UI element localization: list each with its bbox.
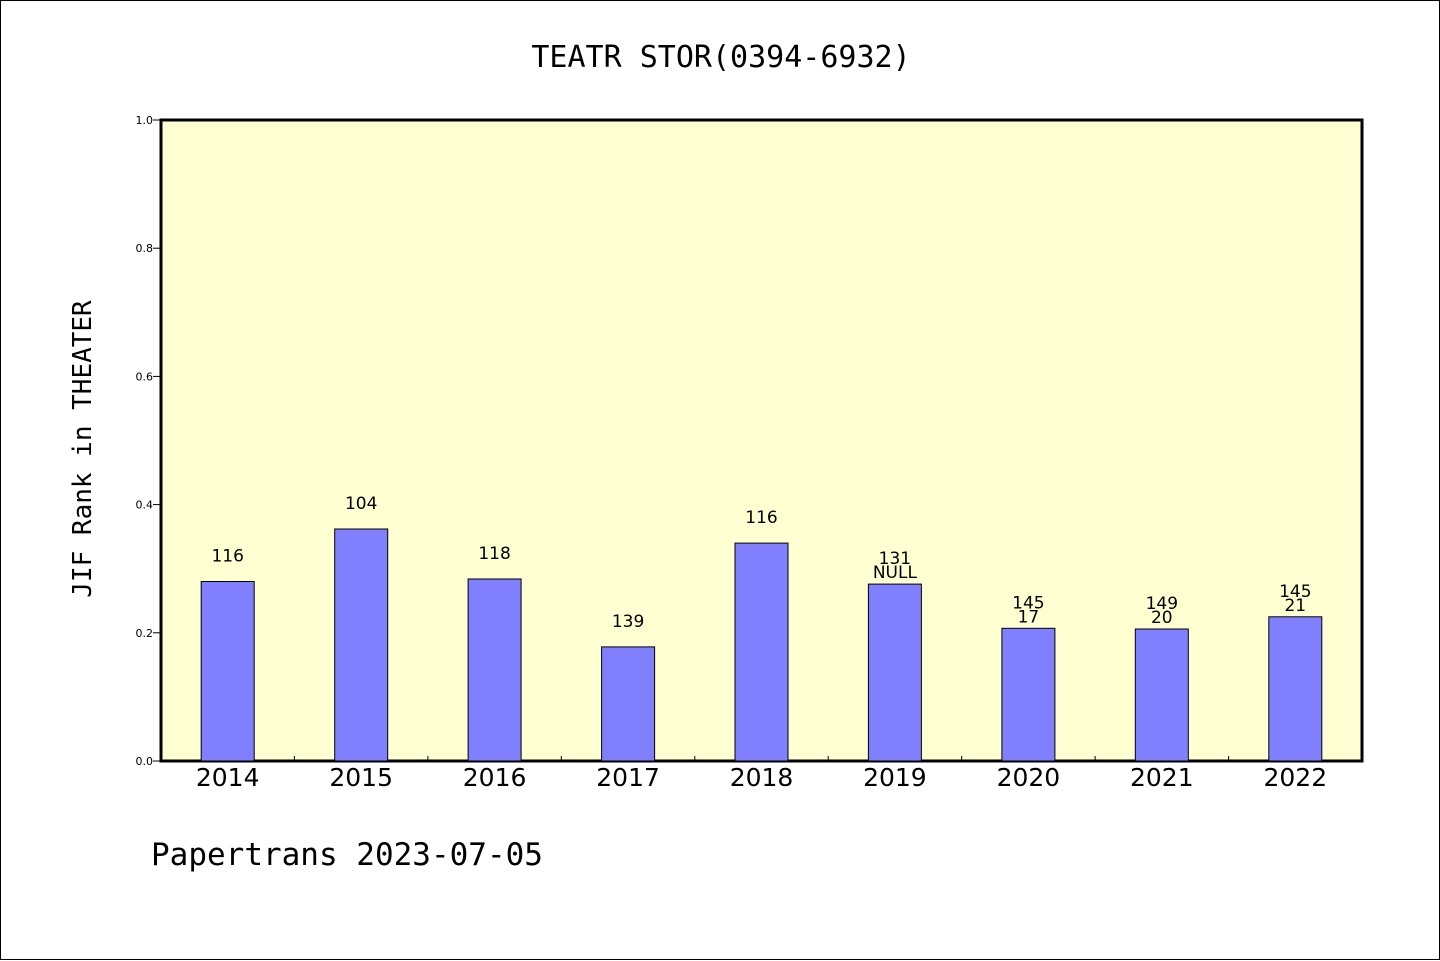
bar-value-label: 17 xyxy=(1018,607,1040,627)
bar-value-label: 131 xyxy=(879,549,911,569)
x-tick-label: 2018 xyxy=(730,763,794,792)
bar-2019 xyxy=(867,583,922,762)
chart-title: TEATR STOR(0394-6932) xyxy=(531,40,910,75)
x-tick-label: 2016 xyxy=(463,763,527,792)
bar-2022 xyxy=(1268,616,1323,762)
bar-value-label: 149 xyxy=(1146,594,1178,614)
x-tick-label: 2015 xyxy=(329,763,393,792)
bar-value-label: 20 xyxy=(1151,608,1173,628)
bar-value-label: 118 xyxy=(478,544,510,564)
y-axis-label: JIF Rank in THEATER xyxy=(68,300,98,598)
y-tick-label: 0.0 xyxy=(136,755,154,768)
y-axis-ticks: 0.0 0.2 0.4 0.6 0.8 1.0 xyxy=(136,114,161,768)
y-tick-label: 0.6 xyxy=(136,370,154,383)
bar-2014 xyxy=(200,581,255,762)
x-tick-label: 2019 xyxy=(863,763,927,792)
bar-value-label: 116 xyxy=(211,547,243,567)
y-tick-label: 0.8 xyxy=(136,242,154,255)
x-tick-label: 2022 xyxy=(1263,763,1327,792)
x-tick-label: 2014 xyxy=(196,763,260,792)
bar-2018 xyxy=(734,542,789,762)
bars-group xyxy=(200,528,1323,762)
bar-value-label: 104 xyxy=(345,494,377,514)
footer-credit: Papertrans 2023-07-05 xyxy=(151,837,543,873)
x-tick-label: 2021 xyxy=(1130,763,1194,792)
y-tick-label: 0.4 xyxy=(136,499,154,512)
bar-value-label: NULL xyxy=(873,563,918,583)
bar-2021 xyxy=(1134,628,1189,762)
x-tick-label: 2020 xyxy=(997,763,1061,792)
bar-2020 xyxy=(1001,627,1056,762)
bar-2015 xyxy=(334,528,389,762)
y-tick-label: 1.0 xyxy=(136,114,154,127)
bar-2017 xyxy=(601,646,656,762)
x-tick-label: 2017 xyxy=(596,763,660,792)
bar-value-label: 145 xyxy=(1012,593,1044,613)
bar-value-label: 116 xyxy=(745,508,777,528)
bar-2016 xyxy=(467,578,522,762)
y-tick-label: 0.2 xyxy=(136,627,154,640)
bar-value-label: 21 xyxy=(1284,596,1306,616)
x-axis-ticks: 2014 2015 2016 2017 2018 2019 2020 2021 2022 xyxy=(196,756,1327,792)
bar-value-label: 145 xyxy=(1279,582,1311,602)
bar-value-label: 139 xyxy=(612,612,644,632)
